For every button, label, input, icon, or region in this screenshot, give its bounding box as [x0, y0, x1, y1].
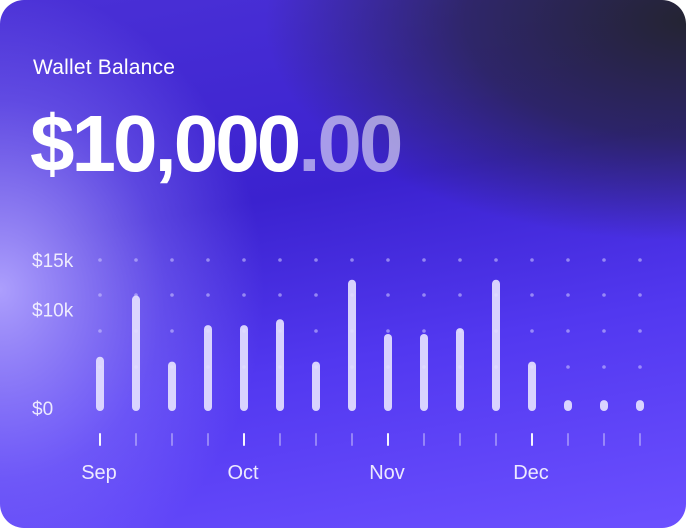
bar: [636, 400, 644, 411]
grid-dot: [422, 329, 426, 333]
bar: [348, 279, 356, 411]
grid-dot: [278, 258, 282, 262]
grid-dot: [458, 258, 462, 262]
bar: [276, 319, 284, 411]
bar: [96, 356, 104, 411]
grid-dot: [170, 329, 174, 333]
grid-dot: [530, 293, 534, 297]
grid-dot: [170, 293, 174, 297]
grid-dot: [134, 258, 138, 262]
y-tick-label: $10k: [32, 300, 74, 321]
grid-dot: [242, 293, 246, 297]
card-title: Wallet Balance: [33, 56, 176, 79]
grid-dot: [566, 258, 570, 262]
grid-dot: [638, 258, 642, 262]
grid-dot: [206, 258, 210, 262]
y-axis-labels: $15k $10k $0: [32, 251, 74, 420]
x-tick-marks: [99, 433, 641, 446]
grid-dot: [278, 293, 282, 297]
x-tick-label: Nov: [369, 462, 405, 484]
bar: [204, 325, 212, 411]
grid-dot: [242, 258, 246, 262]
bars: [96, 279, 644, 411]
balance-main: $10,000: [30, 99, 301, 188]
bar: [456, 328, 464, 411]
grid-dot: [530, 258, 534, 262]
grid-dot: [602, 293, 606, 297]
grid-dots: [98, 258, 642, 369]
grid-dot: [98, 329, 102, 333]
x-tick-label: Sep: [81, 462, 117, 484]
x-axis-labels: Sep Oct Nov Dec: [81, 462, 549, 484]
grid-dot: [530, 329, 534, 333]
grid-dot: [422, 258, 426, 262]
bar: [564, 400, 572, 411]
bar: [240, 325, 248, 411]
bar: [492, 279, 500, 411]
grid-dot: [386, 329, 390, 333]
bar: [384, 334, 392, 411]
grid-dot: [386, 258, 390, 262]
balance-cents: .00: [298, 99, 403, 188]
grid-dot: [638, 329, 642, 333]
grid-dot: [566, 293, 570, 297]
grid-dot: [314, 293, 318, 297]
grid-dot: [98, 293, 102, 297]
bar: [132, 295, 140, 411]
y-tick-label: $15k: [32, 251, 74, 272]
grid-dot: [98, 258, 102, 262]
grid-dot: [602, 365, 606, 369]
grid-dot: [494, 258, 498, 262]
grid-dot: [602, 329, 606, 333]
bar: [168, 361, 176, 411]
x-tick-label: Dec: [513, 462, 549, 484]
balance-amount: $10,000.00: [30, 98, 403, 190]
grid-dot: [458, 293, 462, 297]
grid-dot: [422, 293, 426, 297]
bar: [312, 361, 320, 411]
grid-dot: [566, 329, 570, 333]
grid-dot: [386, 293, 390, 297]
bar: [600, 400, 608, 411]
grid-dot: [314, 329, 318, 333]
grid-dot: [638, 293, 642, 297]
x-tick-label: Oct: [227, 462, 259, 484]
grid-dot: [170, 258, 174, 262]
grid-dot: [638, 365, 642, 369]
bar: [528, 361, 536, 411]
grid-dot: [350, 258, 354, 262]
grid-dot: [566, 365, 570, 369]
grid-dot: [206, 293, 210, 297]
grid-dot: [314, 258, 318, 262]
y-tick-label: $0: [32, 399, 53, 420]
grid-dot: [602, 258, 606, 262]
bar: [420, 334, 428, 411]
